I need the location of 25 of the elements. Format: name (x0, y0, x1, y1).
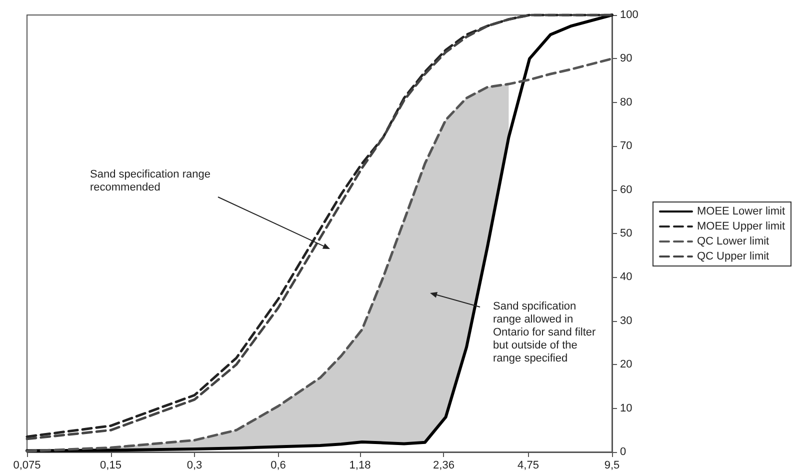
y-tick-label: 70 (620, 140, 632, 152)
annotation: Sand specification range recommended (90, 168, 214, 194)
legend-label: QC Lower limit (696, 236, 770, 248)
y-tick-label: 60 (620, 184, 632, 196)
y-tick-label: 90 (620, 52, 632, 65)
y-tick-label: 80 (620, 96, 632, 108)
x-tick-label: 2,36 (433, 460, 454, 472)
x-tick-label: 0,3 (186, 460, 202, 472)
x-tick-label: 0,075 (13, 460, 41, 472)
x-tick-label: 0,15 (100, 460, 122, 472)
y-tick-label: 10 (620, 402, 632, 414)
x-tick-label: 1,18 (349, 460, 371, 472)
legend-label: MOEE Upper limit (696, 220, 786, 232)
y-tick-label: 50 (620, 228, 632, 240)
annotation: Sand spcification range allowed in Ontario for sand filter but outside of the range specified (493, 300, 602, 364)
y-tick-label: 20 (620, 358, 632, 371)
x-tick-label: 0,6 (270, 460, 286, 472)
y-tick-label: 30 (620, 314, 632, 327)
y-tick-label: 40 (620, 271, 632, 284)
y-tick-label: 0 (620, 446, 626, 458)
x-tick-label: 4,75 (518, 460, 539, 472)
x-tick-label: 9,5 (604, 460, 620, 472)
legend-label: MOEE Lower limit (696, 206, 786, 218)
y-tick-label: 100 (620, 9, 638, 21)
legend-label: QC Upper limit (696, 250, 770, 262)
